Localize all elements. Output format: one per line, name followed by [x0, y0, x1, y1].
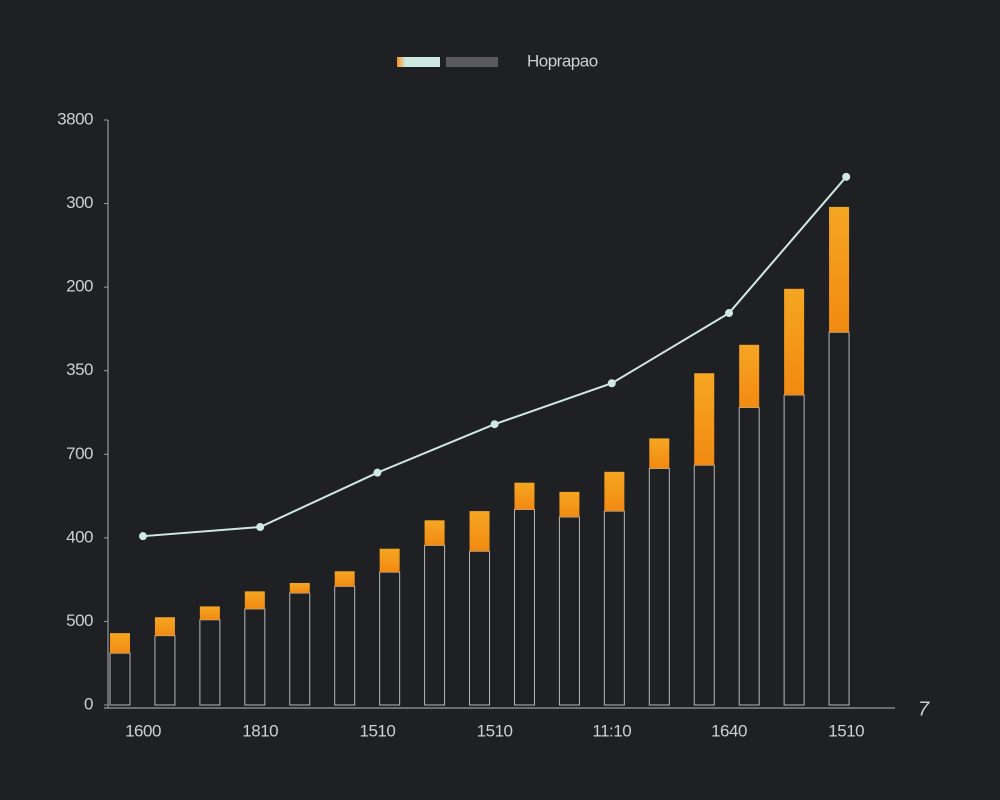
bar [244, 608, 266, 706]
bar-segment [379, 548, 400, 573]
line-marker [607, 379, 616, 388]
bar [648, 467, 670, 706]
y-tick-label: 200 [66, 277, 93, 296]
x-tick-label: 1510 [359, 721, 395, 740]
bar-segment [469, 511, 490, 552]
legend-swatch [397, 57, 440, 67]
bar [738, 406, 760, 706]
bar [334, 585, 356, 706]
line-marker [490, 420, 499, 429]
bar [603, 510, 625, 706]
bar [289, 592, 311, 706]
line-marker [725, 309, 733, 318]
bar-segment [199, 606, 220, 620]
bar-segment [289, 582, 310, 594]
bar-segment [334, 571, 355, 587]
legend-label: Hoprapao [527, 51, 598, 70]
bar [379, 571, 401, 706]
bar [828, 331, 850, 706]
y-tick-label: 3800 [57, 109, 93, 128]
bar-segment [829, 206, 850, 333]
y-tick-label: 350 [66, 360, 93, 379]
bar [109, 652, 131, 706]
axis-annotation: 7 [918, 698, 930, 720]
bar-segment [559, 491, 580, 517]
bar-segment [604, 471, 625, 512]
line-marker [256, 522, 265, 531]
x-tick-label: 1510 [477, 721, 513, 740]
bar-segment [649, 438, 670, 469]
x-tick-label: 1810 [242, 721, 278, 740]
y-tick-label: 500 [66, 611, 93, 630]
bar-segment [739, 344, 760, 408]
bar [783, 394, 805, 706]
line-marker [842, 172, 851, 181]
bar-segment [244, 591, 265, 609]
x-tick-label: 1600 [125, 721, 161, 740]
bar [199, 619, 221, 706]
line-marker [139, 532, 147, 541]
legend-swatch [446, 57, 498, 67]
bar-segment [424, 520, 445, 546]
x-tick-label: 1640 [711, 721, 747, 740]
bar [513, 508, 535, 706]
bar-segment [514, 482, 535, 510]
y-tick-label: 400 [66, 527, 93, 546]
y-tick-label: 700 [66, 444, 93, 463]
y-tick-label: 0 [84, 694, 93, 713]
bar-segment [154, 617, 175, 636]
bar [558, 516, 580, 706]
x-tick-label: 11:10 [592, 721, 631, 740]
bar [693, 464, 715, 706]
bar-segment [110, 633, 130, 654]
y-tick-label: 300 [66, 193, 93, 212]
bar [424, 544, 446, 706]
bar [154, 635, 176, 706]
bar-segment [694, 373, 715, 466]
x-tick-label: 1510 [828, 721, 864, 740]
bar [469, 550, 491, 706]
bar-segment [784, 288, 805, 395]
line-marker [373, 468, 382, 477]
